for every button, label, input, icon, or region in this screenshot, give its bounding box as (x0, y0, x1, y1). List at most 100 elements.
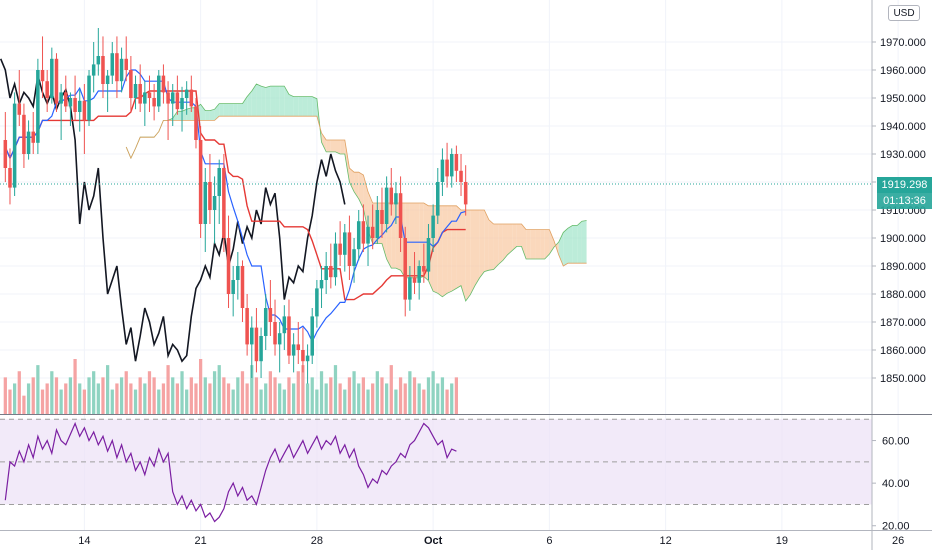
volume-bar (236, 377, 240, 414)
candle-body (110, 53, 115, 76)
cloud-segment (223, 103, 229, 117)
volume-bar (36, 365, 40, 414)
price-tick-label: 1890.000 (880, 261, 926, 273)
candle-body (403, 238, 407, 300)
cloud-segment (288, 94, 294, 117)
cloud-segment (284, 86, 289, 117)
candle-body (105, 75, 110, 84)
candle-body (459, 170, 463, 182)
candle-body (82, 100, 87, 121)
rsi-tick-label: 40.00 (882, 478, 910, 490)
cloud-segment (177, 111, 183, 121)
date-tick-label: 6 (546, 535, 552, 547)
cloud-segment (447, 205, 452, 294)
cloud-segment (409, 203, 415, 278)
cloud-segment (502, 224, 508, 261)
volume-bar (175, 383, 180, 414)
candle-body (180, 98, 184, 110)
cloud-segment (265, 86, 271, 117)
candle-body (422, 266, 426, 272)
candle-body (124, 58, 128, 70)
volume-bar (268, 371, 273, 414)
cloud-segment (577, 221, 582, 264)
volume-bar (96, 383, 100, 414)
candle-body (143, 92, 147, 104)
currency-badge[interactable]: USD (888, 5, 920, 21)
price-tick-label: 1930.000 (880, 149, 926, 161)
candle-body (389, 187, 394, 205)
candle-body (236, 266, 240, 280)
candle-body (333, 243, 338, 278)
senkou-b-line (125, 115, 587, 267)
candle-body (436, 182, 440, 216)
date-tick-label: 19 (776, 535, 788, 547)
volume-bar (426, 377, 431, 414)
volume-bar (101, 377, 105, 414)
cloud-segment (186, 107, 192, 121)
cloud-segment (540, 229, 545, 259)
volume-bar (208, 383, 212, 414)
cloud-segment (293, 96, 299, 117)
candle-body (375, 210, 380, 238)
volume-bar (105, 365, 110, 414)
volume-bar (412, 377, 417, 414)
cloud-segment (512, 224, 517, 251)
candle-body (54, 58, 59, 104)
candle-body (194, 106, 198, 140)
candle-body (315, 288, 319, 317)
volume-bar (278, 383, 282, 414)
volume-bar (157, 389, 161, 414)
volume-bar (22, 395, 26, 414)
cloud-segment (302, 96, 308, 117)
volume-bar (366, 389, 370, 414)
volume-bar (180, 371, 184, 414)
candle-body (356, 221, 361, 250)
cloud-segment (437, 205, 443, 297)
volume-bar (338, 383, 342, 414)
candle-body (319, 280, 324, 289)
candle-body (73, 98, 77, 112)
volume-bar (394, 389, 398, 414)
volume-bar (26, 383, 31, 414)
candle-body (361, 221, 366, 244)
candle-body (259, 336, 263, 362)
candle-body (398, 193, 403, 238)
candle-body (431, 215, 435, 238)
candle-body (129, 70, 133, 98)
candle-body (133, 84, 138, 98)
volume-bar (250, 365, 254, 414)
candle-body (277, 333, 282, 345)
cloud-segment (200, 104, 206, 121)
volume-bar (110, 389, 114, 414)
volume-bar (264, 383, 268, 414)
volume-bar (301, 365, 305, 414)
volume-bar (12, 383, 17, 414)
candle-body (175, 92, 180, 110)
candle-body (352, 249, 356, 266)
volume-bar (380, 377, 384, 414)
cloud-segment (209, 109, 215, 121)
cloud-segment (474, 210, 480, 286)
candle-body (273, 322, 277, 345)
volume-bar (408, 371, 412, 414)
indicator-lines (0, 58, 872, 363)
candle-body (212, 196, 217, 210)
cloud-segment (242, 96, 248, 117)
cloud-segment (312, 96, 317, 117)
cloud-segment (516, 224, 522, 247)
cloud-segment (521, 224, 527, 259)
volume-bar (45, 383, 49, 414)
volume-bar (166, 365, 170, 414)
rsi-tick-label: 60.00 (882, 436, 910, 448)
candle-body (157, 75, 161, 107)
cloud-segment (349, 168, 355, 192)
candle-body (8, 168, 12, 188)
candle-body (338, 243, 342, 255)
candle-body (454, 154, 459, 171)
candle-body (222, 168, 226, 238)
candle-body (449, 154, 454, 177)
volume-bar (143, 383, 147, 414)
candle-body (226, 238, 231, 294)
